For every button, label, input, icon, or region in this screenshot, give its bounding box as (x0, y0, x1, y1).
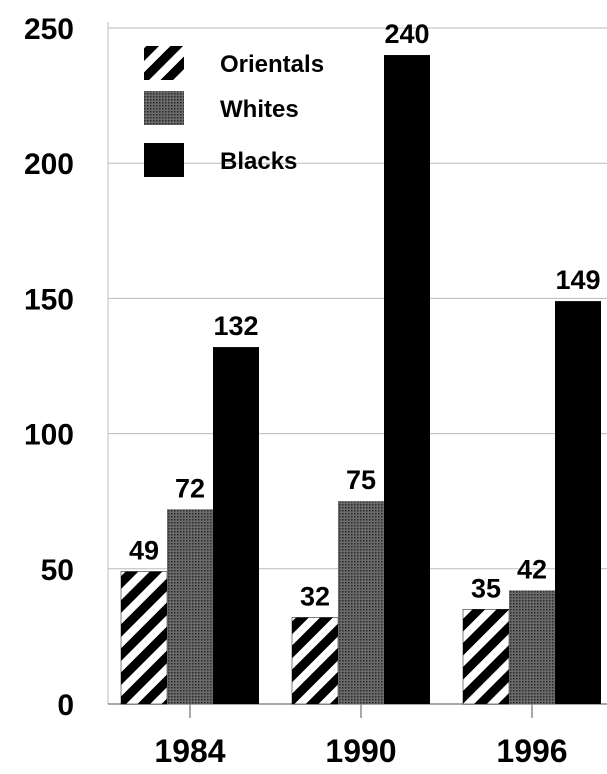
y-tick-label-150: 150 (24, 283, 74, 316)
x-tick-label-1990: 1990 (325, 733, 396, 769)
bars (120, 55, 601, 705)
data-label-blacks-1990: 240 (384, 19, 429, 49)
y-tick-label-250: 250 (24, 13, 74, 46)
bar-blacks-1990 (384, 55, 430, 705)
data-label-whites-1990: 75 (346, 465, 376, 495)
bar-orientals-1996 (462, 609, 510, 705)
legend-swatch-whites (144, 91, 184, 125)
data-label-blacks-1984: 132 (213, 311, 258, 341)
data-labels: 49 72 132 32 75 240 35 42 149 (129, 19, 601, 611)
gridlines (108, 27, 607, 570)
y-tick-label-50: 50 (41, 554, 74, 587)
legend-label-orientals: Orientals (220, 51, 324, 78)
y-tick-label-200: 200 (24, 148, 74, 181)
x-tick-label-1984: 1984 (154, 733, 225, 769)
bar-blacks-1984 (213, 347, 259, 704)
bar-blacks-1996 (555, 301, 601, 704)
x-tick-label-1996: 1996 (496, 733, 567, 769)
bar-orientals-1984 (120, 571, 168, 705)
data-label-orientals-1990: 32 (300, 581, 330, 611)
data-label-whites-1984: 72 (175, 473, 205, 503)
bar-whites-1984 (167, 509, 213, 704)
legend: Orientals Whites Blacks (144, 46, 324, 177)
bar-orientals-1990 (291, 617, 339, 705)
data-label-blacks-1996: 149 (555, 265, 600, 295)
data-label-orientals-1984: 49 (129, 536, 159, 566)
legend-swatch-orientals (144, 46, 184, 80)
legend-swatch-blacks (144, 143, 184, 177)
y-tick-label-0: 0 (57, 689, 74, 722)
bar-whites-1990 (338, 501, 384, 704)
legend-label-blacks: Blacks (220, 148, 297, 175)
data-label-whites-1996: 42 (517, 554, 547, 584)
y-tick-label-100: 100 (24, 419, 74, 452)
legend-label-whites: Whites (220, 96, 299, 123)
bar-whites-1996 (509, 590, 555, 704)
data-label-orientals-1996: 35 (471, 573, 501, 603)
